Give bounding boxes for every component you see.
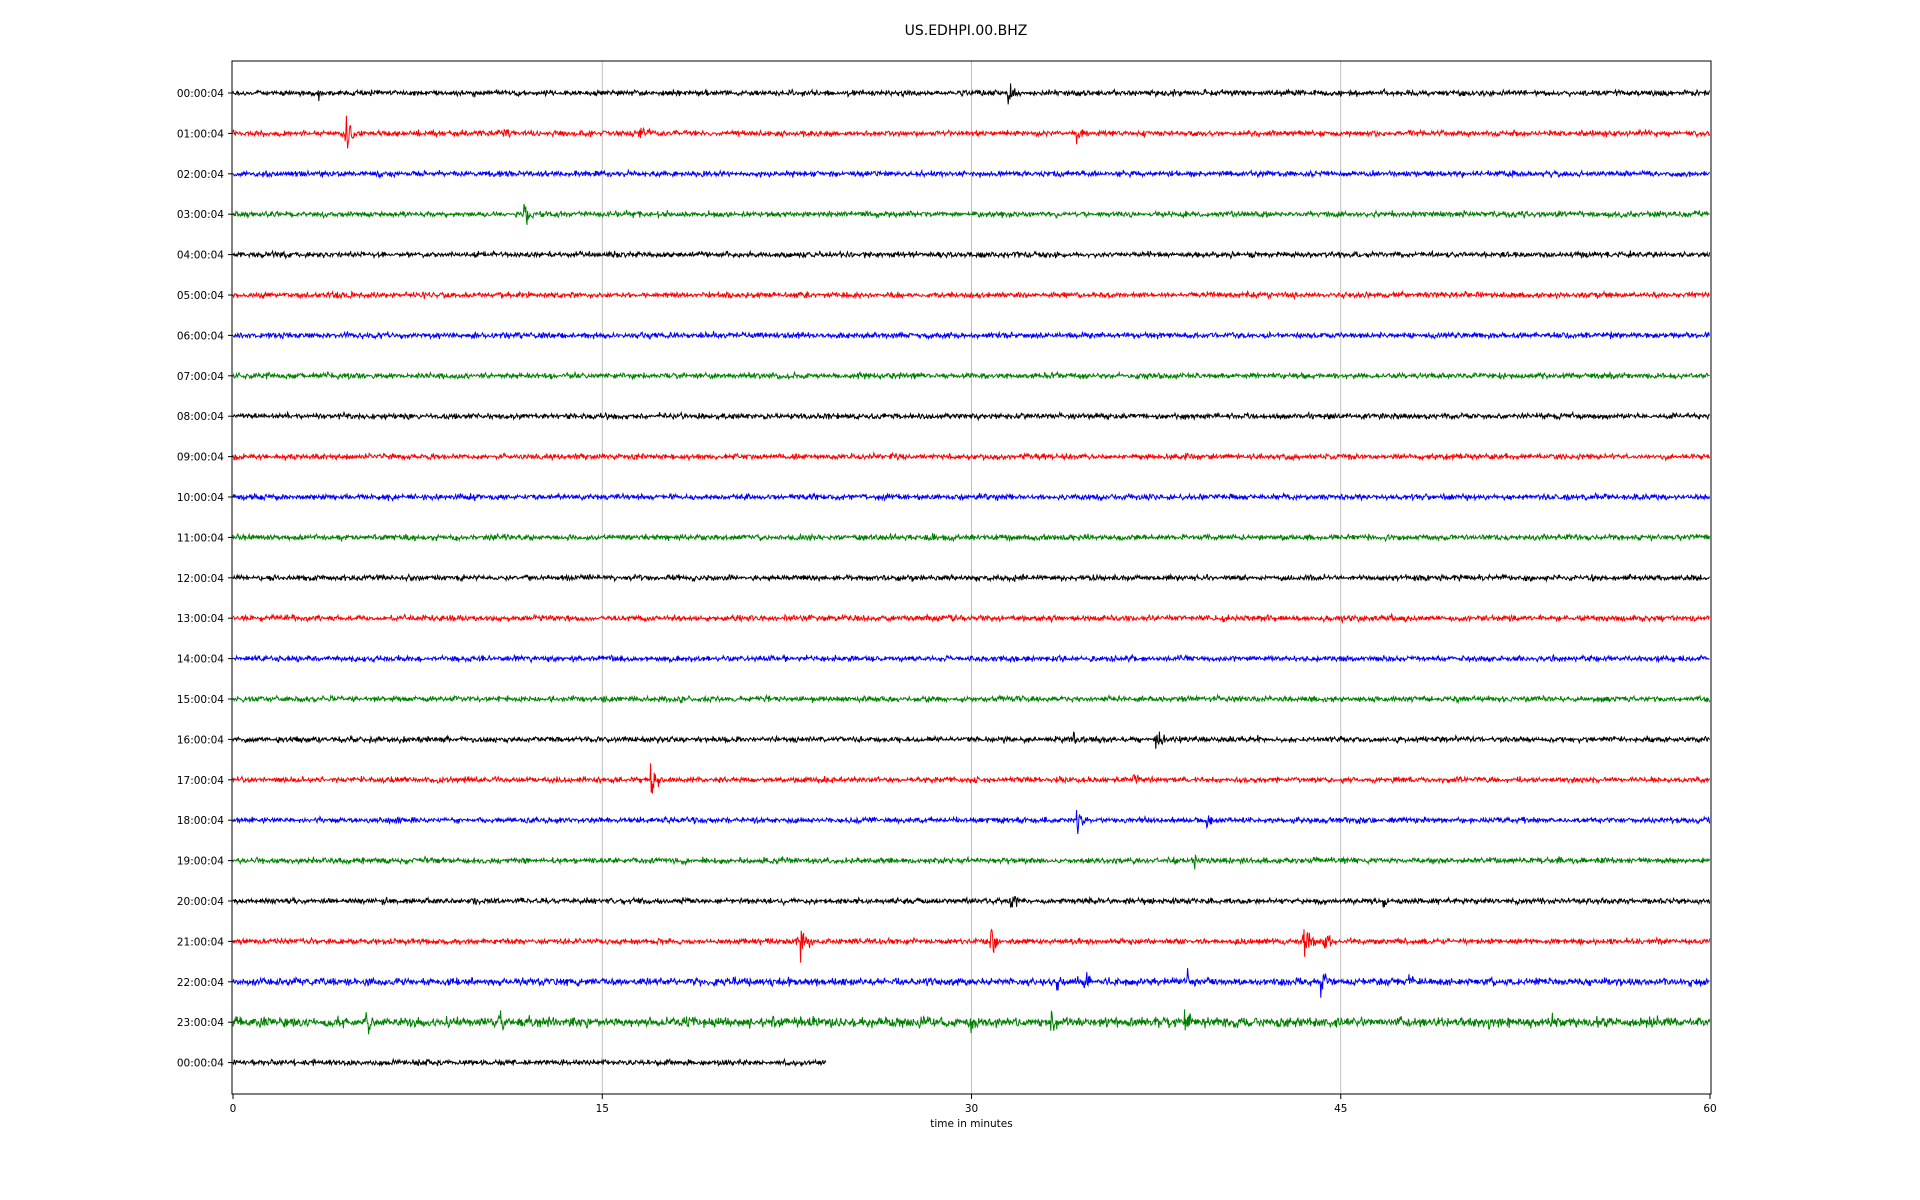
seismogram-trace-row [232, 289, 1710, 301]
seismogram-trace-row [232, 967, 1710, 998]
row-time-label: 19:00:04 [177, 856, 224, 868]
row-time-label: 01:00:04 [177, 128, 224, 140]
seismogram-trace-row [232, 854, 1711, 870]
row-time-label: 17:00:04 [177, 775, 224, 787]
x-tick-label: 30 [965, 1103, 978, 1115]
x-tick-label: 60 [1703, 1103, 1716, 1115]
x-tick-label: 15 [596, 1103, 609, 1115]
seismogram-traces [232, 83, 1711, 1068]
row-time-label: 15:00:04 [177, 694, 224, 706]
row-time-label: 21:00:04 [177, 936, 224, 948]
x-tick-label: 0 [230, 1103, 237, 1115]
seismogram-trace-row [232, 612, 1710, 625]
row-time-label: 10:00:04 [177, 492, 224, 504]
row-time-label: 05:00:04 [177, 290, 224, 302]
row-time-label: 18:00:04 [177, 815, 224, 827]
seismogram-trace-row [232, 763, 1711, 794]
row-time-label: 14:00:04 [177, 654, 224, 666]
seismogram-trace-row [232, 572, 1710, 583]
row-time-label: 11:00:04 [177, 532, 224, 544]
row-time-label: 06:00:04 [177, 330, 224, 342]
chart-title: US.EDHPI.00.BHZ [905, 23, 1028, 39]
seismogram-trace-row [232, 115, 1711, 149]
seismogram-trace-row [232, 410, 1711, 422]
row-time-label: 22:00:04 [177, 977, 224, 989]
row-time-label: 12:00:04 [177, 573, 224, 585]
x-tick-label: 45 [1334, 1103, 1347, 1115]
row-time-label: 00:00:04 [177, 88, 224, 100]
row-time-label: 02:00:04 [177, 169, 224, 181]
seismogram-trace-row [232, 491, 1711, 502]
seismogram-trace-row [232, 928, 1711, 963]
seismogram-trace-row [232, 809, 1711, 834]
seismogram-trace-row [232, 693, 1711, 705]
x-axis-ticks: 0 15 30 45 60 [230, 1094, 1717, 1115]
row-time-label: 04:00:04 [177, 250, 224, 262]
row-time-labels: 00:00:04 01:00:04 02:00:04 03:00:04 04:00:04… [177, 88, 233, 1070]
row-time-label: 13:00:04 [177, 613, 224, 625]
seismogram-trace-row [232, 1057, 827, 1068]
seismogram-trace-row [232, 653, 1710, 664]
row-time-label: 00:00:04 [177, 1058, 224, 1070]
row-time-label: 09:00:04 [177, 452, 224, 464]
row-time-label: 23:00:04 [177, 1017, 224, 1029]
seismogram-trace-row [232, 330, 1711, 341]
seismogram-trace-row [232, 83, 1711, 105]
seismogram-trace-row [232, 370, 1710, 381]
seismogram-trace-row [232, 168, 1710, 180]
seismogram-trace-row [232, 249, 1711, 260]
seismogram-trace-row [232, 731, 1711, 749]
row-time-label: 16:00:04 [177, 734, 224, 746]
row-time-label: 08:00:04 [177, 411, 224, 423]
seismogram-trace-row [232, 203, 1710, 225]
seismogram-trace-row [232, 532, 1711, 543]
seismogram-trace-row [232, 1009, 1711, 1035]
row-time-label: 20:00:04 [177, 896, 224, 908]
row-time-label: 07:00:04 [177, 371, 224, 383]
seismogram-trace-row [232, 895, 1711, 908]
x-axis-label: time in minutes [930, 1118, 1012, 1130]
row-time-label: 03:00:04 [177, 209, 224, 221]
seismogram-trace-row [232, 451, 1711, 462]
